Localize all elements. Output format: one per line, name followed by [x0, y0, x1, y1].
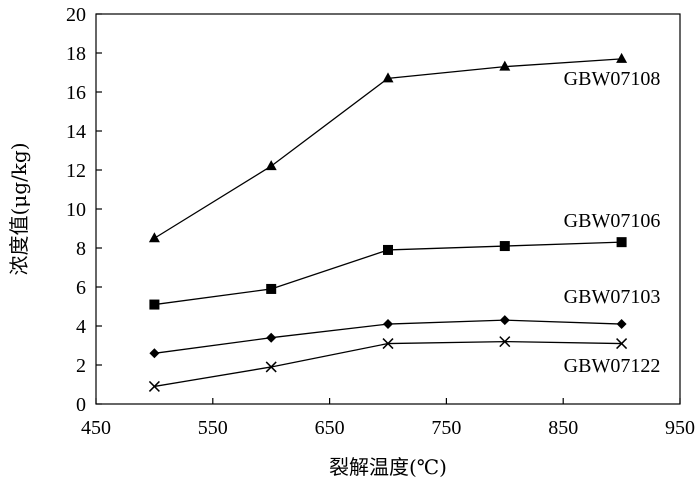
y-tick-label: 10 [66, 199, 86, 221]
square-marker [616, 237, 627, 248]
series-label: GBW07108 [564, 68, 661, 90]
series-label: GBW07103 [564, 286, 661, 308]
x-marker [265, 361, 277, 373]
y-tick-label: 18 [66, 43, 86, 65]
y-tick-label: 12 [66, 160, 86, 182]
y-tick-label: 20 [66, 4, 86, 26]
x-tick-label: 950 [665, 417, 695, 439]
y-tick-label: 14 [66, 121, 86, 143]
series-labels: GBW07108 GBW07106 GBW07103 GBW07122 [564, 68, 661, 377]
x-tick-label: 550 [198, 417, 228, 439]
series-label: GBW07122 [564, 355, 661, 377]
square-marker [266, 283, 277, 294]
series-layer [148, 52, 628, 392]
triangle-marker [616, 52, 628, 63]
x-marker [382, 338, 394, 350]
axes: 450 550 650 750 850 950 0 2 4 6 8 10 12 14 16 18 20 [66, 4, 695, 439]
triangle-marker [499, 60, 511, 71]
triangle-marker [148, 232, 160, 243]
series-line [154, 58, 622, 239]
x-tick-label: 650 [315, 417, 345, 439]
x-marker [148, 380, 160, 392]
x-tick-label: 450 [81, 417, 111, 439]
diamond-marker [149, 348, 160, 359]
series-GBW07103 [149, 315, 627, 359]
y-tick-label: 6 [76, 277, 86, 299]
square-marker [499, 241, 510, 252]
y-tick-label: 4 [76, 316, 86, 338]
y-tick-label: 8 [76, 238, 86, 260]
y-tick-label: 16 [66, 82, 86, 104]
triangle-marker [382, 72, 394, 83]
diamond-marker [266, 332, 277, 343]
square-marker [383, 244, 393, 255]
series-GBW07108 [148, 52, 628, 243]
y-tick-label: 0 [76, 394, 86, 416]
x-marker [499, 336, 511, 348]
x-axis-title: 裂解温度(℃) [329, 455, 447, 479]
triangle-marker [265, 160, 277, 171]
series-GBW07122 [148, 336, 628, 392]
x-tick-label: 850 [548, 417, 578, 439]
diamond-marker [616, 319, 627, 330]
series-GBW07106 [149, 237, 627, 310]
x-marker [616, 338, 628, 350]
diamond-marker [499, 315, 510, 326]
y-axis-title: 浓度值(μg/kg) [7, 142, 31, 275]
y-tick-label: 2 [76, 355, 86, 377]
series-label: GBW07106 [564, 210, 661, 232]
diamond-marker [383, 319, 393, 330]
series-line [154, 340, 622, 388]
x-tick-label: 750 [431, 417, 461, 439]
square-marker [149, 299, 160, 310]
